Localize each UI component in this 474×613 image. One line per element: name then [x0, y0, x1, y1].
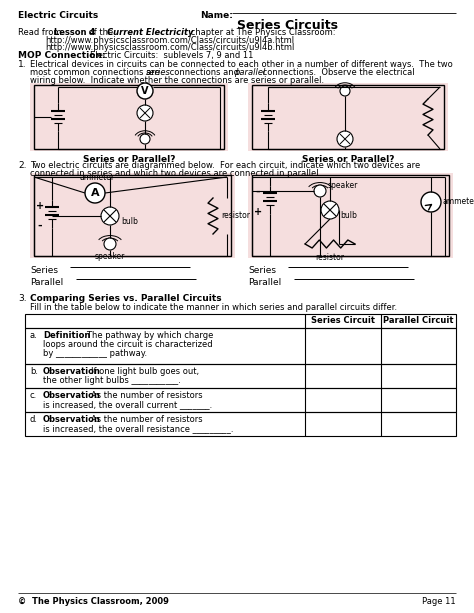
Circle shape [137, 83, 153, 99]
Bar [248, 173, 453, 258]
Text: connected in series and which two devices are connected in parallel.: connected in series and which two device… [30, 169, 321, 178]
Text: by ____________ pathway.: by ____________ pathway. [43, 349, 147, 358]
Bar [25, 388, 456, 412]
Text: V: V [141, 86, 149, 96]
Text: MOP Connection:: MOP Connection: [18, 51, 106, 60]
Text: -: - [38, 221, 42, 231]
Text: of the: of the [86, 28, 116, 37]
Text: http://www.physicsclassroom.com/Class/circuits/u9l4a.html: http://www.physicsclassroom.com/Class/ci… [45, 36, 294, 45]
Text: speaker: speaker [95, 252, 125, 261]
Text: the other light bulbs ___________.: the other light bulbs ___________. [43, 376, 181, 385]
Text: bulb: bulb [340, 210, 357, 219]
Circle shape [104, 238, 116, 250]
Text: resistor: resistor [316, 253, 345, 262]
Text: d.: d. [30, 415, 38, 424]
Text: c.: c. [30, 391, 37, 400]
Text: Parallel: Parallel [248, 278, 281, 287]
Text: wiring below.  Indicate whether the connections are series or parallel.: wiring below. Indicate whether the conne… [30, 76, 324, 85]
Text: speaker: speaker [328, 181, 358, 191]
Text: chapter at The Physics Classroom:: chapter at The Physics Classroom: [188, 28, 336, 37]
Text: b.: b. [30, 367, 38, 376]
Text: a.: a. [30, 331, 38, 340]
Text: 1.: 1. [18, 60, 27, 69]
Text: A: A [91, 188, 100, 198]
Text: Parallel: Parallel [30, 278, 63, 287]
Circle shape [314, 185, 326, 197]
Circle shape [421, 192, 441, 212]
Circle shape [340, 86, 350, 96]
Text: Observation: Observation [43, 391, 101, 400]
Text: Series or Parallel?: Series or Parallel? [302, 155, 394, 164]
Text: +: + [36, 201, 44, 211]
Text: Series: Series [30, 266, 58, 275]
Text: 3.: 3. [18, 294, 27, 303]
Text: parallel: parallel [234, 68, 265, 77]
Text: is increased, the overall current _______.: is increased, the overall current ______… [43, 400, 212, 409]
Text: resistor: resistor [221, 211, 250, 221]
Text: Lesson 4: Lesson 4 [54, 28, 95, 37]
Text: :  As the number of resistors: : As the number of resistors [82, 415, 202, 424]
Text: -: - [255, 187, 260, 197]
Bar [25, 314, 456, 328]
Text: ammeter: ammeter [80, 173, 115, 182]
Text: Two electric circuits are diagrammed below.  For each circuit, indicate which tw: Two electric circuits are diagrammed bel… [30, 161, 420, 170]
Text: Electric Circuits: Electric Circuits [18, 11, 98, 20]
Text: Series Circuits: Series Circuits [237, 19, 338, 32]
Bar [25, 364, 456, 388]
Bar [248, 83, 448, 151]
Text: bulb: bulb [121, 216, 138, 226]
Text: connections.  Observe the electrical: connections. Observe the electrical [260, 68, 415, 77]
Bar [252, 85, 444, 149]
Circle shape [337, 131, 353, 147]
Text: +: + [254, 207, 262, 217]
Text: Page 11: Page 11 [422, 597, 456, 606]
Bar [30, 173, 235, 258]
Text: Electric Circuits:  sublevels 7, 9 and 11: Electric Circuits: sublevels 7, 9 and 11 [90, 51, 254, 60]
Text: Series: Series [248, 266, 276, 275]
Bar [25, 328, 456, 364]
Text: Comparing Series vs. Parallel Circuits: Comparing Series vs. Parallel Circuits [30, 294, 222, 303]
Text: ammeter: ammeter [443, 197, 474, 207]
Bar [30, 83, 228, 151]
Text: Read from: Read from [18, 28, 64, 37]
Text: connections and: connections and [167, 68, 242, 77]
Text: Electrical devices in circuits can be connected to each other in a number of dif: Electrical devices in circuits can be co… [30, 60, 453, 69]
Circle shape [101, 207, 119, 225]
Bar [34, 85, 224, 149]
Circle shape [140, 134, 150, 144]
Text: :  If one light bulb goes out,: : If one light bulb goes out, [82, 367, 199, 376]
Text: Current Electricity: Current Electricity [107, 28, 193, 37]
Circle shape [85, 183, 105, 203]
Circle shape [321, 201, 339, 219]
Text: is increased, the overall resistance _________.: is increased, the overall resistance ___… [43, 424, 234, 433]
Text: http://www.physicsclassroom.com/Class/circuits/u9l4b.html: http://www.physicsclassroom.com/Class/ci… [45, 43, 294, 52]
Text: 2.: 2. [18, 161, 27, 170]
Text: series: series [146, 68, 171, 77]
Text: Parallel Circuit: Parallel Circuit [383, 316, 454, 325]
Text: :  The pathway by which charge: : The pathway by which charge [79, 331, 213, 340]
Text: Definition: Definition [43, 331, 91, 340]
Text: ©  The Physics Classroom, 2009: © The Physics Classroom, 2009 [18, 597, 169, 606]
Text: Fill in the table below to indicate the manner in which series and parallel circ: Fill in the table below to indicate the … [30, 303, 397, 312]
Text: :  As the number of resistors: : As the number of resistors [82, 391, 202, 400]
Bar [34, 175, 231, 256]
Text: Observation: Observation [43, 367, 101, 376]
Text: most common connections are: most common connections are [30, 68, 163, 77]
Bar [252, 175, 449, 256]
Text: Name:: Name: [200, 11, 233, 20]
Bar [25, 412, 456, 436]
Text: Observation: Observation [43, 415, 101, 424]
Text: Series Circuit: Series Circuit [311, 316, 375, 325]
Circle shape [137, 105, 153, 121]
Text: Series or Parallel?: Series or Parallel? [83, 155, 175, 164]
Text: loops around the circuit is characterized: loops around the circuit is characterize… [43, 340, 213, 349]
